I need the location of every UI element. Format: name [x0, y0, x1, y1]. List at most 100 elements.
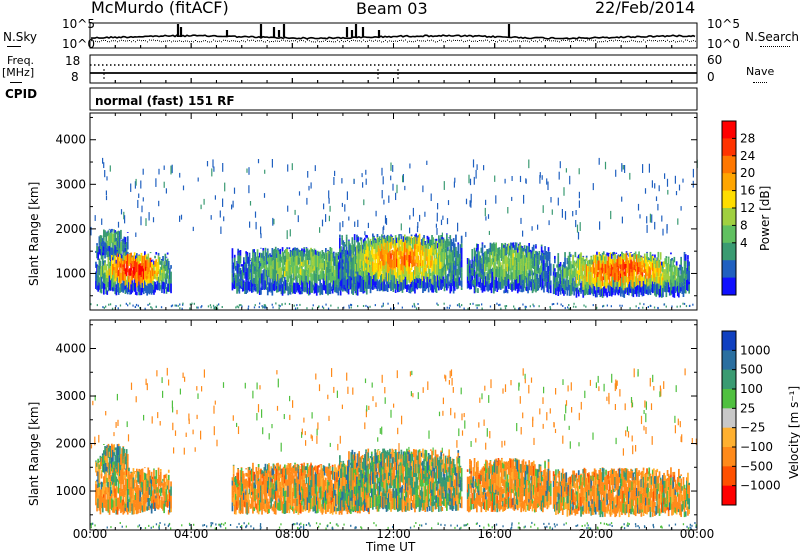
echo-cell — [455, 278, 457, 287]
echo-cell — [646, 271, 648, 276]
echo-cell — [354, 246, 357, 256]
near-range-speck — [224, 522, 226, 525]
echo-cell — [317, 266, 319, 277]
echo-cell — [312, 506, 315, 512]
echo-cell — [116, 497, 119, 504]
echo-cell — [132, 468, 135, 478]
echo-cell — [554, 268, 556, 272]
echo-cell — [165, 489, 168, 502]
echo-cell — [273, 489, 276, 499]
echo-speck — [626, 426, 628, 432]
echo-cell — [337, 278, 340, 288]
echo-cell — [134, 282, 137, 295]
echo-cell — [321, 258, 324, 263]
echo-cell — [453, 265, 456, 270]
near-range-speck — [365, 304, 367, 307]
echo-cell — [148, 506, 151, 511]
near-range-speck — [437, 522, 439, 525]
echo-cell — [540, 252, 543, 263]
echo-cell — [243, 492, 245, 500]
echo-speck — [271, 159, 273, 168]
echo-cell — [296, 265, 299, 274]
echo-cell — [266, 498, 269, 505]
echo-cell — [657, 263, 660, 268]
echo-cell — [623, 262, 626, 270]
echo-cell — [406, 271, 408, 279]
echo-cell — [116, 444, 119, 450]
echo-cell — [651, 281, 654, 294]
echo-cell — [126, 264, 129, 273]
echo-cell — [301, 275, 303, 281]
echo-cell — [360, 278, 363, 286]
echo-speck — [484, 207, 486, 217]
echo-cell — [304, 270, 307, 277]
echo-cell — [623, 290, 626, 298]
near-range-speck — [660, 525, 663, 528]
near-range-speck — [674, 523, 677, 526]
echo-cell — [167, 509, 170, 515]
echo-cell — [293, 282, 295, 294]
echo-cell — [126, 287, 129, 295]
echo-cell — [459, 253, 462, 262]
echo-cell — [395, 243, 398, 250]
echo-cell — [493, 285, 495, 294]
near-range-speck — [325, 527, 327, 530]
echo-cell — [441, 237, 444, 240]
echo-cell — [531, 246, 534, 253]
echo-cell — [606, 270, 608, 276]
echo-cell — [608, 291, 611, 297]
echo-cell — [605, 254, 607, 265]
echo-cell — [156, 506, 159, 510]
echo-cell — [393, 275, 396, 284]
echo-cell — [145, 503, 147, 510]
echo-cell — [145, 266, 147, 271]
echo-cell — [472, 283, 475, 288]
echo-cell — [164, 474, 167, 479]
echo-speck — [653, 386, 655, 391]
echo-cell — [375, 268, 378, 273]
echo-cell — [626, 253, 629, 256]
echo-cell — [577, 258, 580, 270]
echo-cell — [389, 282, 391, 289]
echo-speck — [579, 222, 581, 231]
echo-cell — [438, 242, 440, 247]
echo-cell — [121, 255, 123, 259]
echo-cell — [532, 256, 535, 269]
echo-speck — [214, 195, 216, 200]
echo-cell — [148, 486, 151, 495]
echo-cell — [115, 241, 118, 247]
echo-cell — [499, 266, 502, 277]
echo-cell — [511, 252, 513, 259]
echo-cell — [564, 252, 566, 258]
echo-cell — [122, 254, 125, 261]
echo-cell — [387, 252, 390, 260]
echo-cell — [311, 264, 313, 272]
echo-cell — [433, 275, 436, 284]
echo-cell — [278, 501, 280, 511]
echo-cell — [556, 264, 558, 268]
near-range-speck — [203, 524, 206, 526]
echo-cell — [254, 266, 257, 272]
echo-cell — [606, 260, 608, 268]
echo-cell — [251, 483, 253, 492]
echo-cell — [601, 288, 604, 298]
echo-cell — [157, 255, 160, 260]
near-range-speck — [279, 305, 281, 308]
echo-cell — [659, 285, 662, 297]
strip-frame-2 — [89, 87, 698, 111]
echo-cell — [119, 446, 121, 458]
echo-cell — [252, 283, 254, 287]
near-range-speck — [159, 522, 161, 524]
echo-cell — [628, 278, 630, 285]
echo-speck — [532, 418, 534, 428]
echo-cell — [457, 283, 460, 289]
near-range-speck — [138, 524, 141, 527]
echo-cell — [104, 272, 106, 284]
echo-cell — [539, 265, 542, 275]
echo-cell — [612, 287, 614, 291]
echo-cell — [452, 263, 455, 275]
echo-cell — [125, 503, 128, 513]
echo-cell — [247, 277, 250, 282]
noise-right-tick-bottom: 10^0 — [707, 37, 740, 51]
echo-cell — [249, 470, 252, 475]
